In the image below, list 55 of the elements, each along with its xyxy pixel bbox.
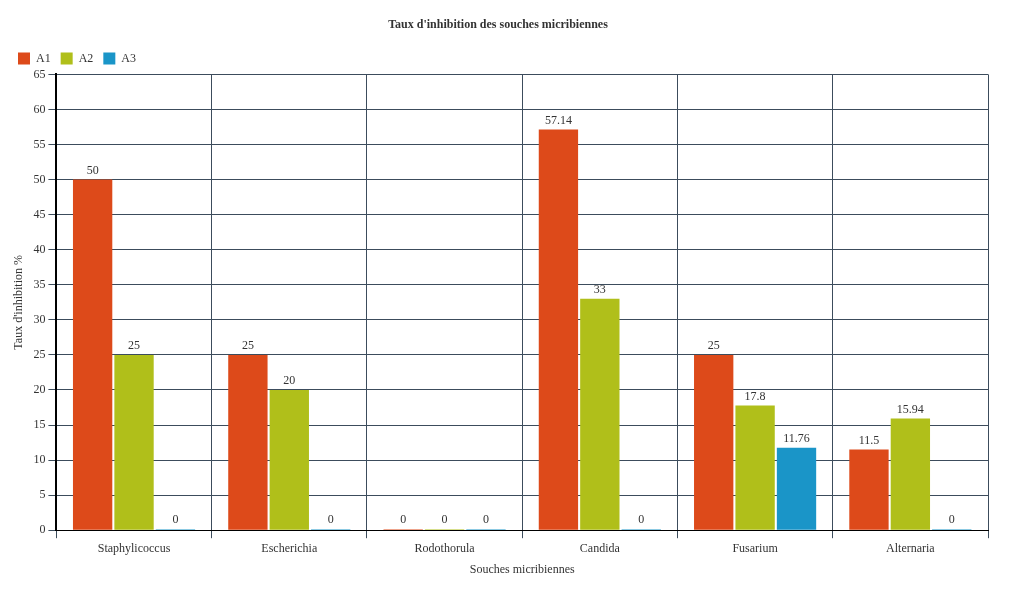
bar bbox=[72, 179, 113, 530]
y-tick-label: 45 bbox=[33, 206, 46, 221]
x-tick-label: Alternaria bbox=[886, 540, 936, 555]
data-label: 57.14 bbox=[544, 112, 572, 127]
data-label: 0 bbox=[441, 512, 448, 527]
x-tick-label: Rodothorula bbox=[414, 540, 476, 555]
legend-label: A2 bbox=[78, 50, 94, 65]
data-label: 15.94 bbox=[896, 401, 924, 416]
bar bbox=[694, 354, 734, 530]
bar bbox=[849, 449, 889, 530]
data-label: 11.76 bbox=[783, 430, 810, 445]
data-label: 11.5 bbox=[858, 432, 880, 447]
x-tick-label: Staphylicoccus bbox=[97, 540, 171, 555]
legend-label: A1 bbox=[36, 50, 51, 65]
bar bbox=[890, 418, 931, 530]
bar bbox=[269, 389, 309, 530]
y-tick-label: 0 bbox=[39, 522, 46, 537]
data-label: 0 bbox=[327, 512, 334, 527]
y-tick-label: 5 bbox=[39, 487, 46, 502]
data-label: 33 bbox=[593, 281, 606, 296]
data-label: 0 bbox=[948, 512, 955, 527]
data-label: 0 bbox=[400, 512, 407, 527]
data-label: 0 bbox=[638, 512, 645, 527]
y-tick-label: 35 bbox=[33, 276, 46, 291]
data-label: 25 bbox=[707, 338, 720, 353]
bar bbox=[776, 447, 817, 530]
x-axis-title: Souches micribiennes bbox=[469, 561, 576, 576]
y-tick-label: 10 bbox=[33, 452, 46, 467]
data-label: 20 bbox=[283, 373, 296, 388]
y-tick-label: 15 bbox=[33, 417, 46, 432]
y-tick-label: 55 bbox=[33, 136, 46, 151]
data-label: 0 bbox=[172, 512, 179, 527]
bar bbox=[538, 129, 579, 530]
data-label: 25 bbox=[128, 338, 141, 353]
y-tick-label: 40 bbox=[33, 241, 46, 256]
bar bbox=[735, 405, 775, 530]
bar bbox=[114, 354, 154, 530]
y-tick-label: 20 bbox=[33, 382, 46, 397]
y-tick-label: 60 bbox=[33, 101, 46, 116]
data-label: 50 bbox=[86, 162, 99, 177]
legend-label: A3 bbox=[121, 50, 136, 65]
bar bbox=[580, 298, 620, 530]
data-label: 0 bbox=[482, 512, 489, 527]
chart-title: Taux d'inhibition des souches micribiennes bbox=[388, 17, 609, 32]
x-tick-label: Candida bbox=[579, 540, 621, 555]
y-tick-label: 25 bbox=[33, 347, 46, 362]
x-tick-label: Escherichia bbox=[261, 540, 318, 555]
y-axis-title: Taux d'inhibition % bbox=[11, 254, 26, 350]
data-label: 17.8 bbox=[744, 388, 766, 403]
data-label: 25 bbox=[241, 338, 254, 353]
bar bbox=[228, 354, 268, 530]
x-tick-label: Fusarium bbox=[732, 540, 779, 555]
y-tick-label: 30 bbox=[33, 311, 46, 326]
y-tick-label: 65 bbox=[33, 66, 46, 81]
y-tick-label: 50 bbox=[33, 171, 46, 186]
